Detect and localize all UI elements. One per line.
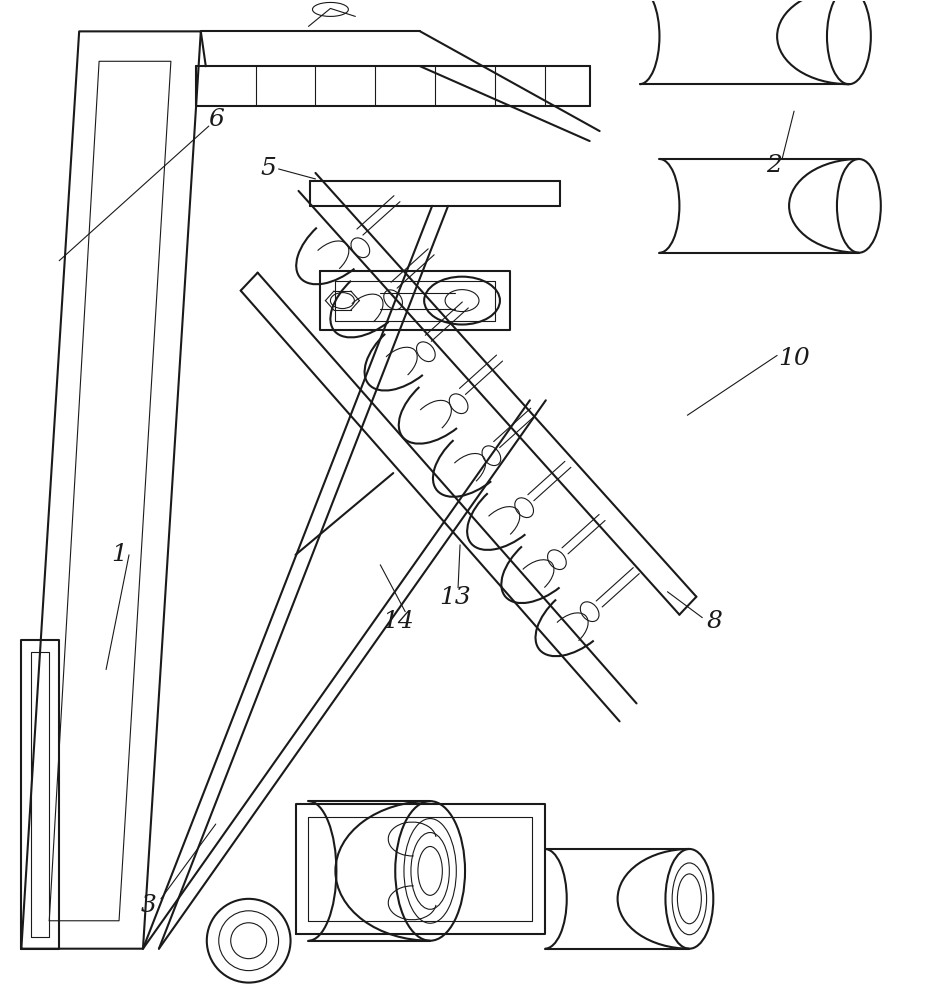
Text: 10: 10 xyxy=(778,347,809,370)
Text: 6: 6 xyxy=(208,108,224,131)
Text: 14: 14 xyxy=(382,610,414,633)
Text: 2: 2 xyxy=(765,154,782,177)
Text: 3: 3 xyxy=(141,894,157,917)
Text: 5: 5 xyxy=(261,157,276,180)
Text: 13: 13 xyxy=(439,586,470,609)
Text: 8: 8 xyxy=(705,610,722,633)
Text: 1: 1 xyxy=(111,543,127,566)
